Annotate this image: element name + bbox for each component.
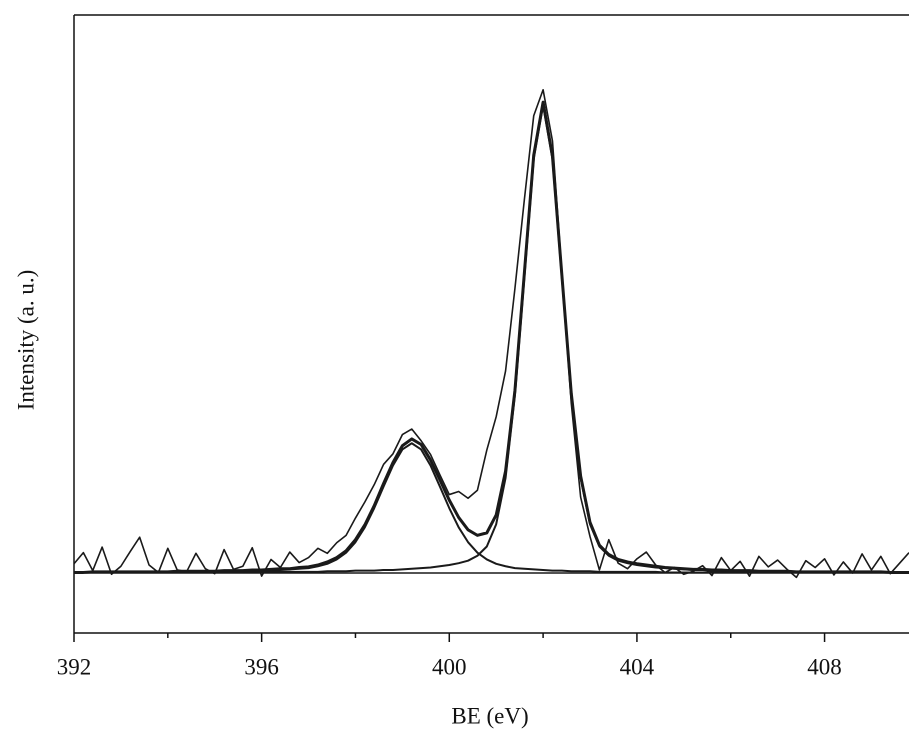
data-line [74, 442, 909, 574]
data-line [74, 104, 909, 574]
x-tick-label: 400 [432, 654, 467, 679]
y-axis-label: Intensity (a. u.) [13, 270, 38, 411]
x-axis-label: BE (eV) [451, 703, 528, 728]
x-tick-label: 408 [807, 654, 842, 679]
data-line [74, 100, 909, 574]
x-tick-label: 392 [57, 654, 92, 679]
data-line [73, 88, 909, 579]
x-tick-label: 404 [620, 654, 655, 679]
x-tick-label: 396 [244, 654, 279, 679]
